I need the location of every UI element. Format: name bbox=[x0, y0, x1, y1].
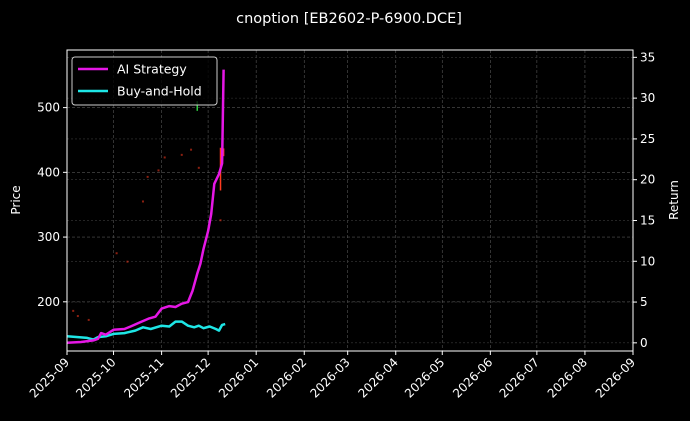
y2-tick-label: 30 bbox=[640, 91, 655, 105]
price-marker bbox=[76, 315, 79, 318]
price-marker bbox=[190, 148, 193, 151]
chart-title: cnoption [EB2602-P-6900.DCE] bbox=[236, 11, 462, 27]
y-tick-label: 400 bbox=[37, 165, 60, 179]
legend-label-buy-and-hold: Buy-and-Hold bbox=[117, 84, 202, 99]
data-series bbox=[66, 69, 226, 345]
y2-tick-label: 20 bbox=[640, 173, 655, 187]
series-line-buy-and-hold bbox=[66, 320, 226, 341]
legend: AI Strategy Buy-and-Hold bbox=[71, 56, 218, 106]
price-marker bbox=[157, 169, 160, 172]
y-axis-left: 200 300 400 500 bbox=[37, 101, 67, 309]
price-marker bbox=[163, 156, 166, 159]
y2-tick-label: 35 bbox=[640, 50, 655, 64]
legend-label-ai-strategy: AI Strategy bbox=[117, 62, 187, 77]
y-tick-label: 200 bbox=[37, 295, 60, 309]
plot-frame bbox=[66, 49, 634, 352]
price-marker bbox=[141, 200, 144, 203]
price-marker bbox=[87, 318, 90, 321]
price-marker bbox=[197, 166, 200, 169]
y2-axis-label: Return bbox=[667, 180, 681, 220]
price-marker bbox=[126, 260, 129, 263]
y2-tick-label: 5 bbox=[640, 295, 648, 309]
series-line-ai-strategy bbox=[66, 69, 225, 345]
y-tick-label: 500 bbox=[37, 101, 60, 115]
price-marker bbox=[180, 153, 183, 156]
price-marker bbox=[219, 219, 222, 222]
y-axis-right: 0 5 10 15 20 25 30 35 bbox=[633, 50, 655, 350]
y2-tick-label: 15 bbox=[640, 213, 655, 227]
price-marker bbox=[72, 309, 75, 312]
y2-tick-label: 0 bbox=[640, 336, 648, 350]
y2-tick-label: 25 bbox=[640, 132, 655, 146]
y-tick-label: 300 bbox=[37, 230, 60, 244]
y2-tick-label: 10 bbox=[640, 254, 655, 268]
y-axis-label: Price bbox=[9, 185, 23, 214]
price-marker bbox=[115, 252, 118, 255]
price-marker bbox=[146, 175, 149, 178]
